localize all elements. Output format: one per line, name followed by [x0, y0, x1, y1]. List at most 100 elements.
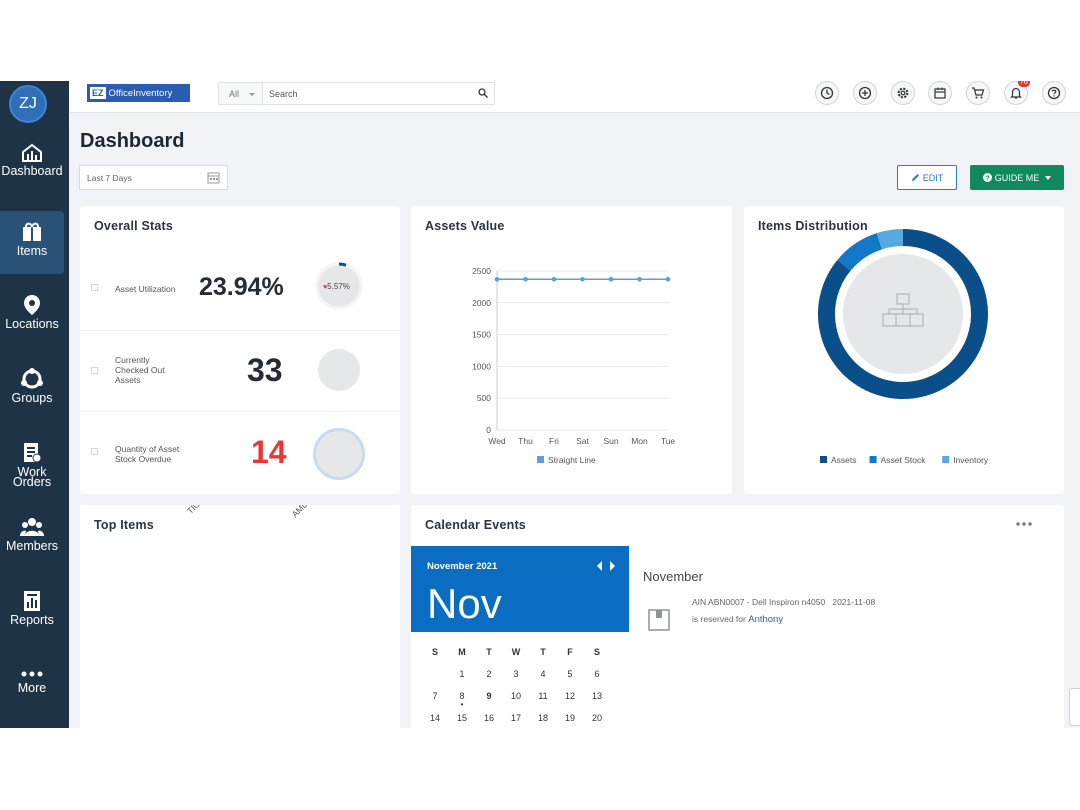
utilization-change: ♥5.57%	[323, 282, 350, 291]
app-window: ZJ Dashboard Items Locations Groups Work…	[0, 81, 1080, 728]
calendar-day[interactable]: 3	[513, 669, 519, 679]
help-icon[interactable]	[1042, 81, 1066, 105]
weekday-label: S	[593, 647, 600, 657]
calendar-day[interactable]: 14	[429, 713, 440, 723]
weekday-label: W	[511, 647, 521, 657]
sidebar-item-locations[interactable]: Locations	[0, 294, 64, 358]
more-options-icon[interactable]	[1016, 521, 1032, 527]
stat-row-asset-utilization: Asset Utilization 23.94% ♥5.57%	[80, 249, 400, 330]
calendar-day[interactable]: 18	[537, 713, 548, 723]
x-tick-label: TIG0000...	[185, 505, 220, 516]
calendar-day[interactable]: 1	[459, 669, 465, 679]
prev-month-icon[interactable]	[596, 561, 603, 571]
date-range-picker[interactable]: Last 7 Days	[79, 165, 228, 190]
event-reservation: is reserved for Anthony	[692, 614, 783, 625]
sidebar-item-members[interactable]: Members	[0, 516, 64, 580]
stat-label: Asset Utilization	[115, 284, 176, 294]
search-scope-value: All	[229, 89, 240, 99]
avatar[interactable]: ZJ	[9, 85, 47, 123]
calendar-day[interactable]: 10	[510, 691, 521, 701]
weekday-label: S	[431, 647, 438, 657]
sidebar-item-label: Groups	[11, 391, 53, 405]
work-orders-icon	[24, 443, 42, 463]
y-tick-label: 1000	[472, 361, 491, 371]
sidebar-item-more[interactable]: More	[0, 668, 64, 728]
pencil-icon	[911, 174, 919, 181]
stat-checkbox[interactable]	[91, 284, 98, 291]
calendar-day[interactable]: 16	[483, 713, 494, 723]
legend-label: Assets	[831, 455, 857, 465]
weekday-label: F	[567, 647, 573, 657]
x-tick-label: Tue	[661, 436, 676, 446]
event-asset-icon	[648, 609, 670, 631]
sidebar-item-groups[interactable]: Groups	[0, 368, 64, 432]
sidebar: ZJ Dashboard Items Locations Groups Work…	[0, 81, 69, 728]
calendar-day[interactable]: 15	[456, 713, 467, 723]
calendar-day[interactable]: 13	[591, 691, 602, 701]
y-tick-label: 0	[486, 425, 491, 435]
legend-label: Inventory	[953, 455, 989, 465]
sidebar-item-label: More	[17, 681, 47, 695]
top-items-chart: 0102030405060708090100IP0007TIG0000...TI…	[158, 505, 329, 519]
guide-me-button[interactable]: ? GUIDE ME	[970, 165, 1064, 190]
edit-button[interactable]: EDIT	[897, 165, 957, 190]
clock-icon[interactable]	[815, 81, 839, 105]
logo[interactable]: EZ OfficeInventory	[87, 84, 190, 102]
calendar-icon	[207, 172, 220, 184]
sidebar-item-reports[interactable]: Reports	[0, 590, 64, 654]
donut-slice	[876, 229, 904, 250]
gear-icon[interactable]	[891, 81, 915, 105]
event-reserved-by[interactable]: Anthony	[748, 614, 784, 625]
add-icon[interactable]	[853, 81, 877, 105]
x-tick-label: AMD0002...	[290, 505, 329, 519]
next-month-icon[interactable]	[609, 561, 616, 571]
sidebar-item-label: Work Orders	[12, 465, 52, 489]
calendar-day[interactable]: 6	[594, 669, 600, 679]
calendar-day-today[interactable]: 9	[486, 691, 492, 701]
cart-icon[interactable]	[966, 81, 990, 105]
event-reserved-prefix: is reserved for	[692, 614, 746, 624]
stat-row-stock-overdue: Quantity of Asset Stock Overdue 14	[80, 411, 400, 492]
data-point	[551, 276, 557, 282]
assets-value-chart: 0 500 1000 1500 2000 2500 Wed Thu Fri Sat Sun Mon Tu…	[472, 266, 676, 465]
calendar-month-year: November 2021	[427, 561, 498, 572]
calendar-day[interactable]: 2	[486, 669, 492, 679]
x-tick-label: Thu	[518, 436, 533, 446]
items-distribution-chart: Assets Asset Stock Inventory	[818, 229, 989, 465]
calendar-day[interactable]: 12	[564, 691, 575, 701]
logo-ez: EZ	[90, 87, 106, 99]
sidebar-item-work-orders[interactable]: Work Orders	[0, 442, 64, 506]
calendar-day[interactable]: 11	[538, 691, 548, 701]
sidebar-item-items[interactable]: Items	[0, 211, 64, 274]
stat-checkbox[interactable]	[91, 448, 98, 455]
calendar-day[interactable]: 4	[540, 669, 546, 679]
sidebar-item-dashboard[interactable]: Dashboard	[0, 143, 64, 207]
members-icon	[20, 518, 44, 536]
calendar-icon[interactable]	[928, 81, 952, 105]
card-title: Overall Stats	[94, 219, 174, 233]
calendar-day[interactable]: 20	[591, 713, 602, 723]
card-title: Calendar Events	[425, 518, 526, 532]
sidebar-item-label: Members	[5, 539, 59, 553]
search-icon[interactable]	[478, 88, 488, 98]
assets-value-card: Assets Value 0 500 1000 1500 2000 2500 Wed Thu F…	[411, 206, 732, 494]
help-tab[interactable]	[1069, 688, 1080, 726]
stat-checkbox[interactable]	[91, 367, 98, 374]
stat-value: 14	[251, 434, 287, 470]
stat-label: Quantity of Asset Stock Overdue	[115, 444, 180, 464]
calendar-day[interactable]: 5	[567, 669, 573, 679]
data-point	[665, 276, 671, 282]
search-input[interactable]: Search	[262, 82, 495, 105]
calendar-day[interactable]: 17	[510, 713, 521, 723]
search-scope-select[interactable]: All	[218, 82, 262, 105]
bell-icon[interactable]: 76	[1004, 81, 1030, 105]
calendar-day[interactable]: 8	[459, 691, 465, 701]
sidebar-item-label: Reports	[10, 613, 54, 627]
weekday-label: T	[540, 647, 546, 657]
event-item[interactable]: AIN ABN0007 - Dell Inspiron n4050 2021-1…	[692, 597, 875, 607]
calendar-day[interactable]: 19	[564, 713, 575, 723]
data-point	[637, 276, 642, 282]
calendar-day[interactable]: 7	[432, 691, 438, 701]
logo-text: OfficeInventory	[108, 87, 173, 99]
legend-label: Asset Stock	[881, 455, 927, 465]
